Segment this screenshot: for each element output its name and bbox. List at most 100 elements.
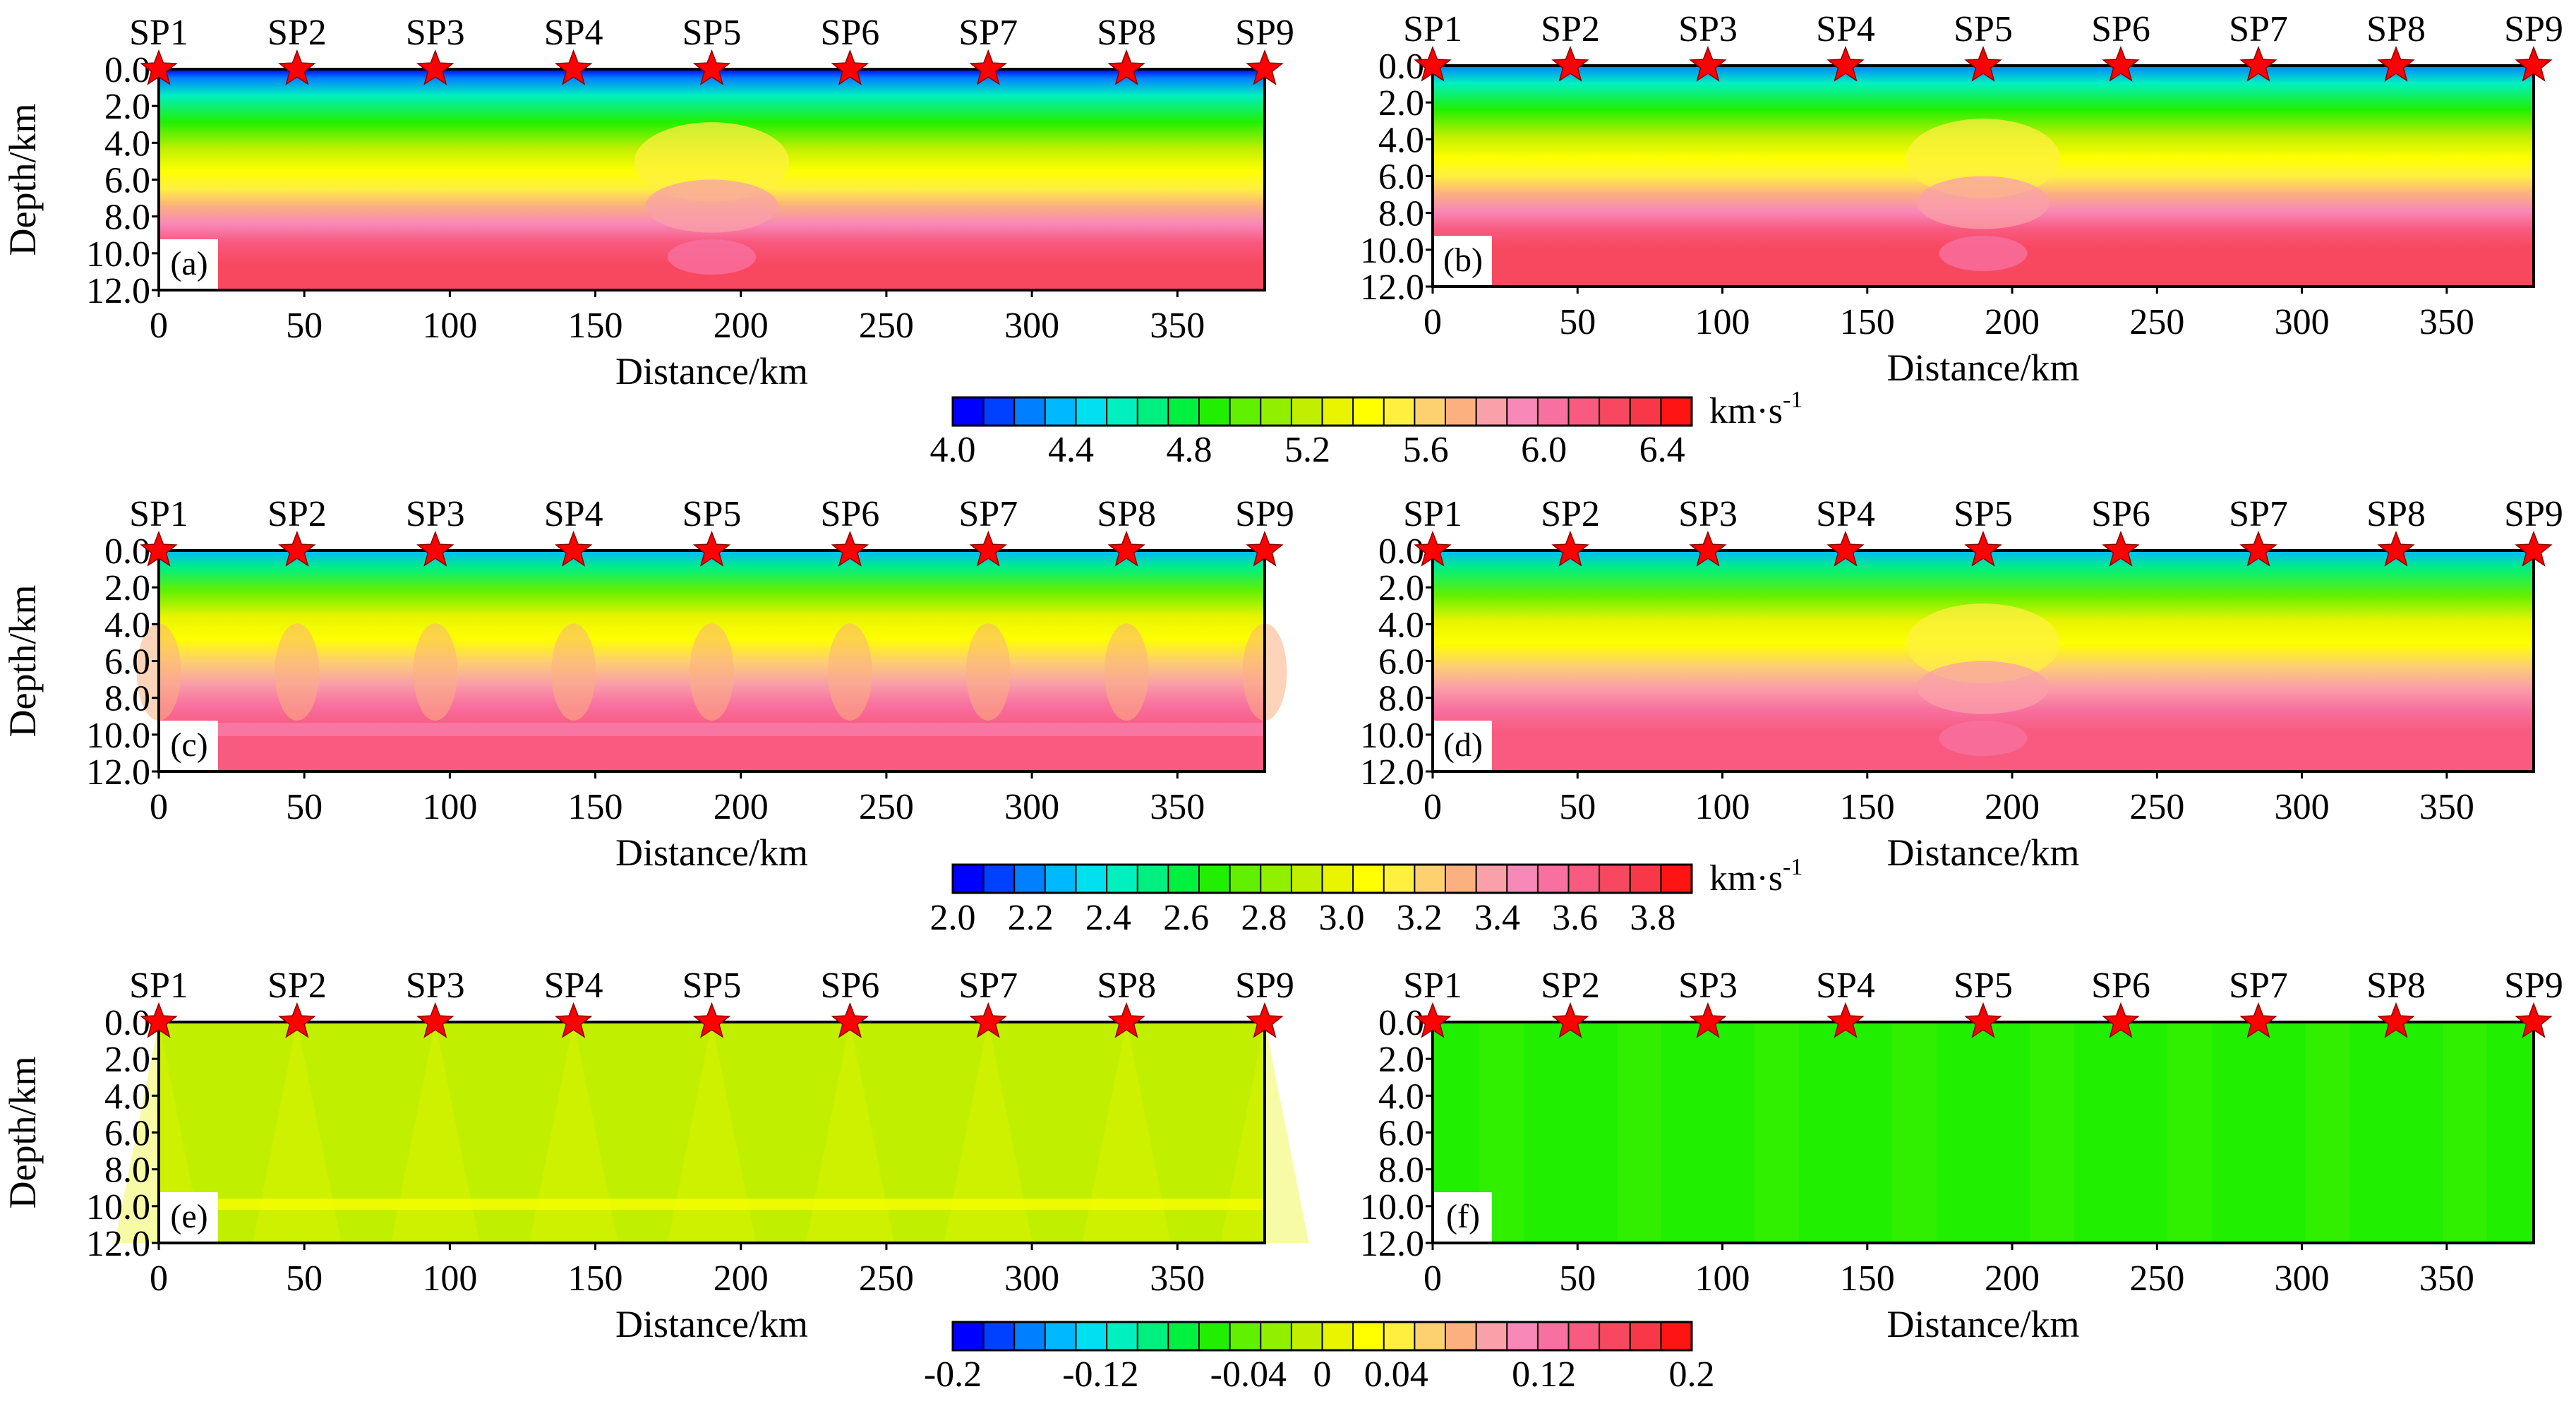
shot-point-star — [278, 530, 316, 567]
shot-point-label: SP1 — [1403, 494, 1462, 534]
shot-point-star — [1826, 1002, 1865, 1038]
shot-point-label: SP4 — [1816, 9, 1875, 49]
y-tick-label: 2.0 — [1378, 568, 1424, 608]
shot-point-label: SP8 — [2366, 9, 2426, 49]
colorbar-swatch — [1198, 864, 1232, 894]
shot-point-label: SP1 — [129, 966, 188, 1006]
x-tick-label: 350 — [1150, 787, 1205, 827]
y-axis-label: Depth/km — [1, 104, 44, 256]
colorbar-swatch — [1013, 864, 1047, 894]
x-tick-label: 0 — [1424, 787, 1442, 827]
shot-point-label: SP6 — [820, 494, 879, 534]
shot-point-label: SP8 — [2366, 966, 2426, 1006]
y-tick-label: 6.0 — [1378, 157, 1424, 198]
colorbar-swatch — [1260, 864, 1293, 894]
shot-point-label: SP8 — [1097, 966, 1156, 1006]
colorbar-swatch — [1290, 397, 1323, 426]
shot-point-label: SP3 — [406, 966, 465, 1006]
shot-point-label: SP8 — [1097, 13, 1156, 53]
colorbar-swatch — [1198, 397, 1232, 426]
colorbar-swatch — [1167, 864, 1200, 894]
shot-point-label: SP8 — [2366, 494, 2426, 534]
colorbar-swatch — [1167, 397, 1200, 426]
colorbar-tick-label: 4.8 — [1167, 430, 1212, 470]
colorbar-swatch — [1290, 1321, 1323, 1351]
shot-point-label: SP2 — [1541, 9, 1600, 49]
shot-point-star — [140, 530, 178, 567]
x-tick-label: 100 — [1695, 302, 1750, 342]
x-tick-label: 0 — [150, 787, 168, 827]
x-tick-label: 250 — [2129, 787, 2184, 827]
x-tick-label: 350 — [2419, 302, 2474, 342]
x-tick-label: 350 — [1150, 306, 1205, 346]
shot-point-label: SP5 — [1954, 494, 2013, 534]
y-tick-label: 8.0 — [104, 198, 150, 238]
colorbar-swatch — [1567, 1321, 1601, 1351]
colorbar-swatch — [1260, 397, 1293, 426]
colorbar-swatch — [982, 864, 1016, 894]
colorbar-unit-exponent: -1 — [1783, 387, 1802, 413]
panel-label: (e) — [170, 1198, 207, 1235]
y-tick-label: 8.0 — [104, 679, 150, 719]
colorbar-swatch — [1414, 1321, 1447, 1351]
x-tick-label: 200 — [714, 1258, 769, 1299]
y-tick-label: 0.0 — [1378, 1003, 1424, 1043]
shot-point-star — [2239, 45, 2277, 82]
colorbar-swatch — [1229, 397, 1262, 426]
colorbar-swatch — [1044, 864, 1077, 894]
colorbar-swatch — [1321, 864, 1354, 894]
panel-label-box — [1434, 236, 1492, 285]
panel-b: (b)0 50 100 150 200 250 300 3500.02.04.06.08.01… — [1360, 9, 2563, 389]
panel-label: (d) — [1443, 726, 1483, 764]
colorbar-swatch — [982, 1321, 1016, 1351]
x-tick-label: 350 — [1150, 1258, 1205, 1299]
x-axis-label: Distance/km — [615, 831, 808, 874]
colorbar-swatch — [1075, 1321, 1108, 1351]
colorbar-frame — [951, 1321, 1693, 1352]
shot-point-star — [1246, 49, 1284, 85]
shot-point-star — [692, 530, 731, 567]
y-tick-label: 10.0 — [86, 234, 150, 275]
colorbar-swatch — [1013, 397, 1047, 426]
shot-point-star — [1414, 1002, 1452, 1038]
x-axis-label: Distance/km — [1887, 831, 2080, 874]
shot-point-label: SP4 — [1816, 494, 1875, 534]
colorbar-swatch — [1536, 1321, 1570, 1351]
x-tick-label: 150 — [568, 306, 623, 346]
colorbar-swatch — [1383, 1321, 1416, 1351]
colorbar-swatch — [1660, 1321, 1693, 1351]
x-tick-label: 300 — [1004, 1258, 1059, 1299]
shot-point-star — [1826, 530, 1865, 567]
shot-point-label: SP9 — [2504, 494, 2563, 534]
shot-point-star — [969, 1002, 1008, 1038]
x-tick-label: 100 — [422, 1258, 477, 1299]
x-tick-label: 150 — [568, 1258, 623, 1299]
x-tick-label: 0 — [150, 1258, 168, 1299]
shot-point-label: SP6 — [2091, 494, 2150, 534]
colorbar-swatch — [1475, 397, 1508, 426]
shot-point-label: SP5 — [682, 13, 742, 53]
shot-point-label: SP7 — [2229, 9, 2288, 49]
shot-point-star — [2377, 45, 2415, 82]
shot-point-star — [1689, 530, 1727, 567]
y-tick-label: 12.0 — [86, 752, 150, 793]
y-tick-label: 10.0 — [1360, 1187, 1424, 1227]
shot-point-star — [2515, 530, 2553, 567]
colorbar-swatch — [1475, 1321, 1508, 1351]
shot-point-label: SP2 — [267, 13, 327, 53]
colorbar-swatch — [1599, 864, 1632, 894]
colorbar-swatch — [1075, 397, 1108, 426]
x-tick-label: 100 — [422, 787, 477, 827]
x-tick-label: 100 — [1695, 787, 1750, 827]
y-tick-label: 10.0 — [1360, 231, 1424, 271]
shot-point-star — [969, 49, 1008, 85]
x-tick-label: 100 — [422, 306, 477, 346]
shot-point-star — [1551, 1002, 1589, 1038]
colorbar-tick-label: -0.12 — [1062, 1354, 1138, 1395]
y-tick-label: 6.0 — [104, 1114, 150, 1154]
shot-point-star — [692, 1002, 731, 1038]
colorbar-swatch — [1136, 1321, 1169, 1351]
shot-point-label: SP2 — [1541, 966, 1600, 1006]
shot-point-label: SP7 — [958, 13, 1018, 53]
shot-point-star — [969, 530, 1008, 567]
